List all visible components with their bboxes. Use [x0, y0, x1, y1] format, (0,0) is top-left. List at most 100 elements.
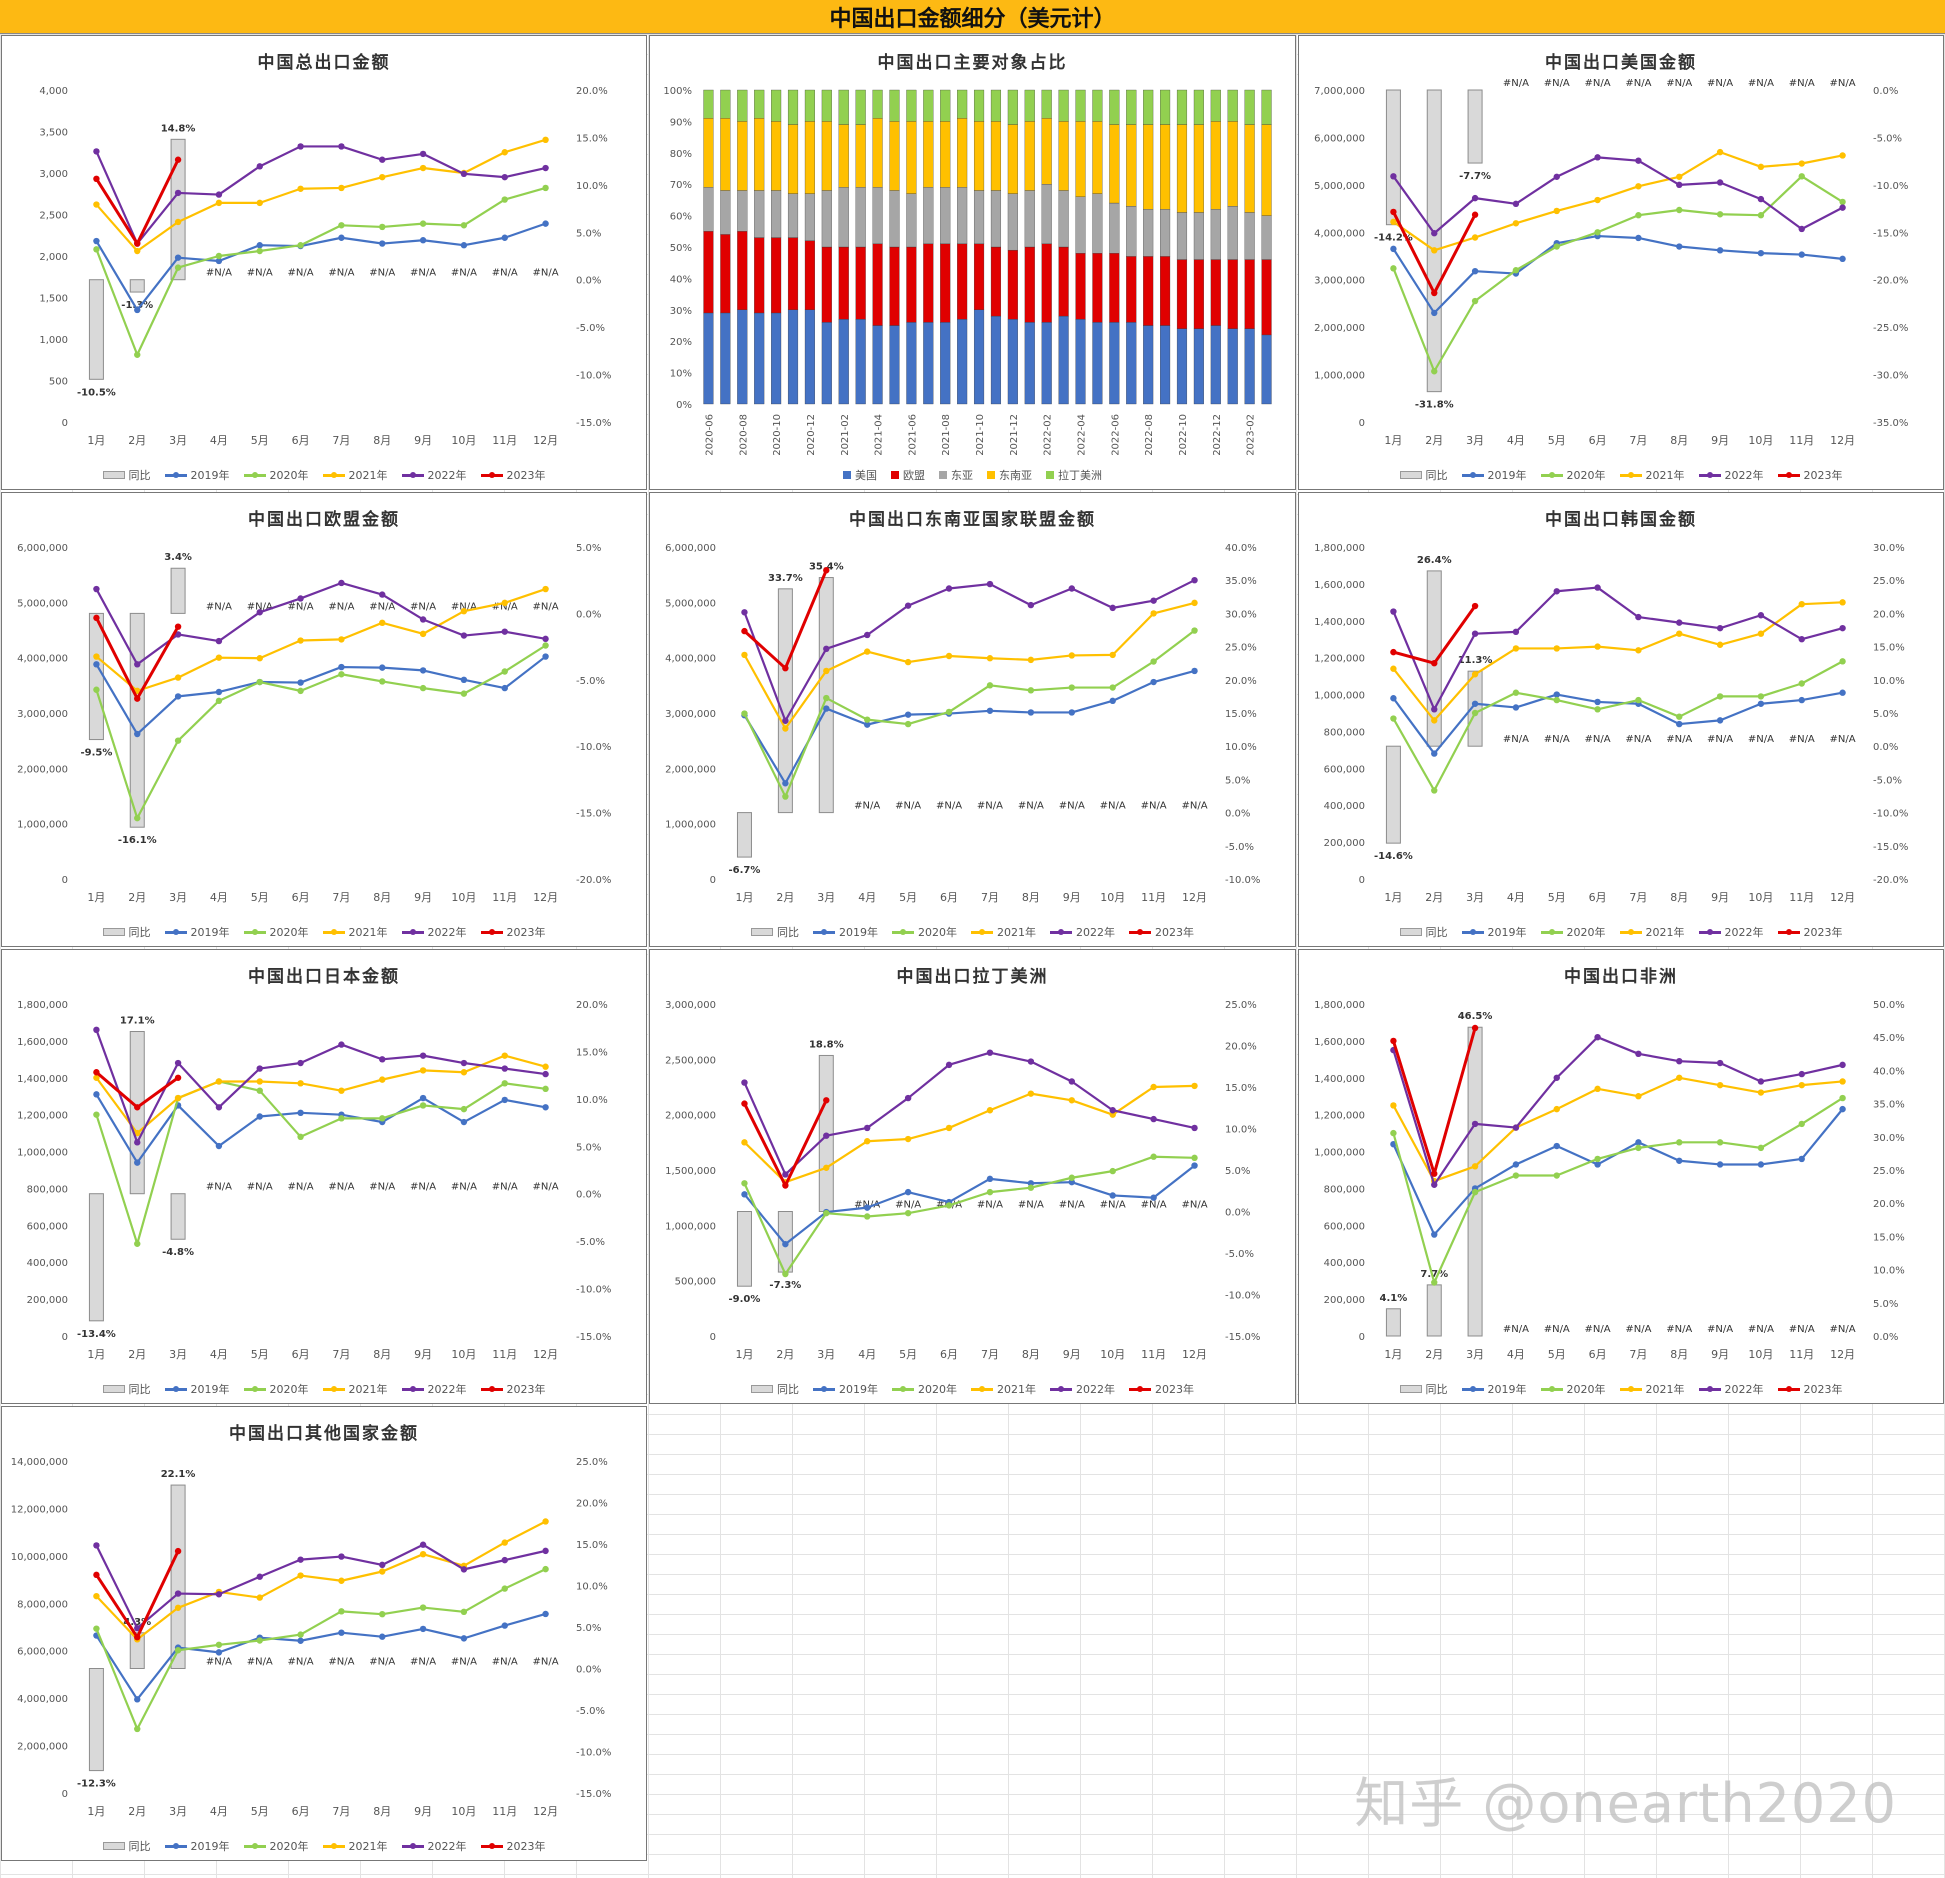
x-tick-label: 6月 — [292, 1805, 310, 1818]
series-point — [1716, 693, 1724, 700]
series-point — [1594, 706, 1601, 713]
y-tick-label: 400,000 — [27, 1258, 68, 1269]
chart-panel-africa[interactable]: 中国出口非洲 0 200,000 400,000 600,000 800,000 1,00… — [1298, 949, 1944, 1404]
legend-item: 拉丁美洲 — [1046, 467, 1102, 483]
series-point — [542, 1610, 549, 1618]
legend-label: 2021年 — [1645, 1383, 1685, 1396]
stacked-bar-segment — [1092, 322, 1103, 405]
stacked-bar-segment — [1058, 246, 1069, 317]
stacked-bar-segment — [1227, 259, 1238, 329]
chart-panel-others[interactable]: 中国出口其他国家金额 0 2,000,000 4,000,000 6,000,000 8… — [1, 1406, 647, 1861]
legend-swatch — [480, 928, 503, 935]
yoy-data-label: 7.7% — [1420, 1269, 1448, 1280]
na-label: #N/A — [1182, 1200, 1208, 1211]
chart-panel-share[interactable]: 中国出口主要对象占比 0% 10% 20% 30% 40% 50% 60% 70% 80% 90%… — [649, 35, 1296, 490]
chart-panel-korea[interactable]: 中国出口韩国金额 0 200,000 400,000 600,000 800,000 1,… — [1298, 492, 1944, 947]
y-tick-label: 200,000 — [1324, 1295, 1365, 1306]
na-label: #N/A — [1585, 78, 1611, 89]
yoy-bar — [88, 1668, 104, 1772]
legend-swatch — [971, 1385, 993, 1392]
stacked-bar-segment — [872, 89, 883, 119]
series-point — [134, 661, 141, 668]
series-point — [501, 628, 508, 635]
yoy-bar — [1467, 1026, 1483, 1337]
na-label: #N/A — [1748, 1324, 1774, 1335]
yoy-bar — [1385, 745, 1401, 844]
y2-tick-label: -10.0% — [576, 1748, 611, 1759]
stacked-bar-segment — [1041, 322, 1052, 405]
legend-item: 2022年 — [401, 1381, 467, 1397]
stacked-bar-segment — [703, 312, 714, 405]
yoy-bar — [170, 1193, 186, 1240]
series-point — [542, 635, 549, 643]
series-point — [1716, 624, 1724, 632]
stacked-bar-segment — [889, 246, 900, 326]
stacked-bar-segment — [1092, 89, 1103, 122]
chart-panel-usa[interactable]: 中国出口美国金额 0 1,000,000 2,000,000 3,000,000 4,0… — [1298, 35, 1944, 490]
stacked-bar-segment — [1261, 124, 1272, 216]
stacked-bar-segment — [1227, 206, 1238, 260]
na-label: #N/A — [288, 268, 314, 279]
legend-item: 2020年 — [1540, 1381, 1606, 1397]
chart-legend: 同比 2019年 2020年 2021年 2022年 2023年 — [1299, 1381, 1943, 1397]
y2-tick-label: 30.0% — [1873, 543, 1905, 554]
series-point — [460, 607, 468, 615]
series-point — [419, 164, 427, 172]
x-tick-label: 7月 — [981, 891, 999, 904]
series-point — [256, 655, 263, 662]
chart-panel-japan[interactable]: 中国出口日本金额 0 200,000 400,000 600,000 800,000 1,… — [1, 949, 647, 1404]
na-label: #N/A — [451, 268, 477, 279]
x-tick-label: 11月 — [1789, 891, 1814, 904]
chart-panel-eu[interactable]: 中国出口欧盟金额 0 1,000,000 2,000,000 3,000,000 4,0… — [1, 492, 647, 947]
series-point — [1390, 1129, 1397, 1137]
series-point — [1594, 1161, 1601, 1168]
series-line — [1392, 691, 1843, 755]
series-line — [95, 1080, 546, 1245]
series-point — [174, 1590, 182, 1597]
stacked-bar-segment — [957, 243, 968, 320]
chart-svg-eu: 0 1,000,000 2,000,000 3,000,000 4,000,000 5,0… — [17, 543, 611, 904]
series-point — [1839, 152, 1846, 159]
chart-panel-total[interactable]: 中国总出口金额 0 500 1,000 1,500 2,000 2,500 3,000 3,5… — [1, 35, 647, 490]
chart-panel-latam[interactable]: 中国出口拉丁美洲 0 500,000 1,000,000 1,500,000 2,000… — [649, 949, 1296, 1404]
legend-swatch — [1399, 1385, 1422, 1393]
y2-tick-label: 5.0% — [576, 543, 601, 554]
series-point — [174, 737, 182, 744]
series-point — [460, 222, 468, 229]
series-point — [1553, 1172, 1560, 1179]
legend-marker — [1137, 1385, 1143, 1392]
legend-label: 2019年 — [190, 469, 230, 482]
legend-marker — [1785, 928, 1792, 935]
y-tick-label: 2,000,000 — [17, 764, 68, 775]
series-point — [215, 199, 223, 207]
legend-swatch — [813, 928, 835, 935]
legend-swatch — [1698, 1385, 1721, 1392]
y-tick-label: 60% — [670, 212, 692, 223]
series-point — [1471, 1120, 1479, 1128]
legend-marker — [1627, 471, 1634, 478]
series-point — [1390, 648, 1397, 656]
na-label: #N/A — [1141, 801, 1167, 812]
na-label: #N/A — [206, 1182, 232, 1193]
series-point — [1594, 1155, 1601, 1163]
series-point — [823, 567, 830, 574]
series-point — [460, 1635, 468, 1642]
yoy-bar — [1385, 89, 1401, 226]
series-point — [1512, 1172, 1520, 1179]
stacked-bar-segment — [1227, 89, 1238, 122]
y2-tick-label: -15.0% — [576, 418, 611, 429]
na-label: #N/A — [247, 601, 273, 612]
legend-marker — [1548, 471, 1555, 478]
y-tick-label: 0 — [1359, 1332, 1365, 1343]
series-point — [1757, 1144, 1765, 1152]
y-tick-label: 200,000 — [1324, 838, 1365, 849]
yoy-bar — [129, 1031, 145, 1195]
series-point — [93, 148, 100, 155]
legend-item: 2019年 — [1461, 467, 1527, 483]
stacked-bar-segment — [1176, 124, 1188, 213]
y-tick-label: 0 — [1359, 418, 1365, 429]
legend-marker — [979, 1385, 985, 1392]
y-tick-label: 50% — [670, 243, 692, 254]
series-point — [379, 1561, 386, 1569]
chart-panel-asean[interactable]: 中国出口东南亚国家联盟金额 0 1,000,000 2,000,000 3,000,0… — [649, 492, 1296, 947]
